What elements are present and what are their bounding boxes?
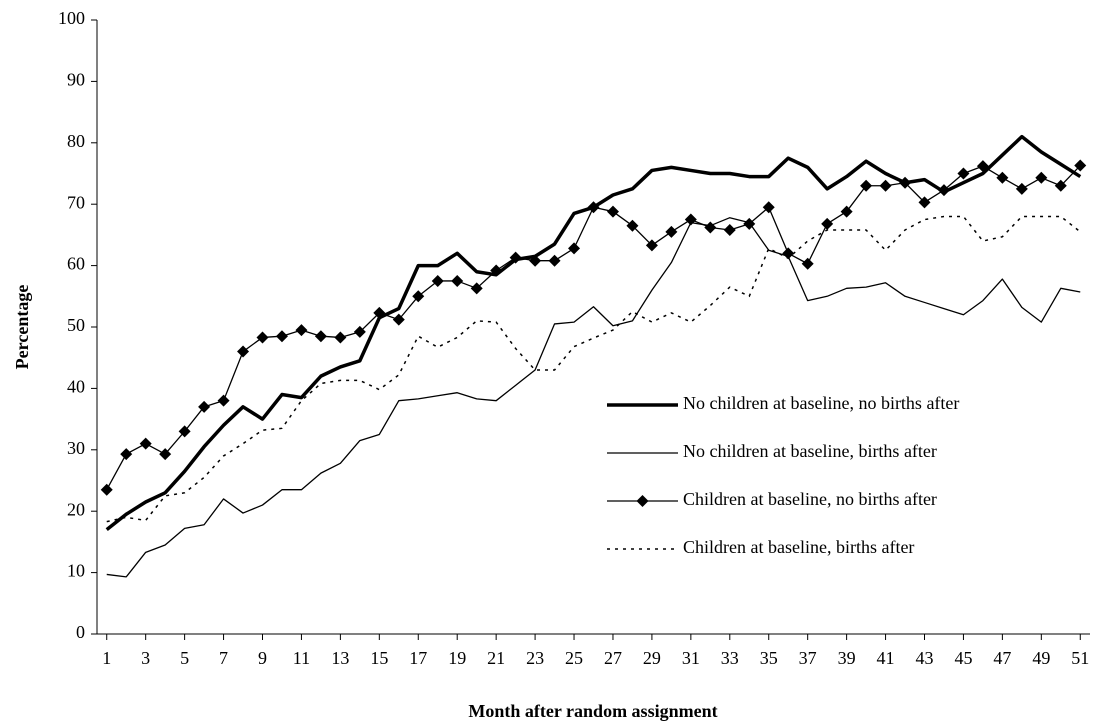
y-tick-label: 0	[76, 622, 85, 642]
point-marker	[100, 483, 113, 496]
x-tick-label: 49	[1032, 648, 1050, 668]
x-tick-label: 11	[293, 648, 310, 668]
y-tick-label: 100	[58, 8, 85, 28]
y-tick-label: 40	[67, 377, 85, 397]
x-tick-label: 37	[799, 648, 817, 668]
y-axis-title: Percentage	[12, 285, 32, 370]
point-marker	[645, 239, 658, 252]
point-marker	[451, 274, 464, 287]
point-marker	[548, 254, 561, 267]
point-marker	[1035, 171, 1048, 184]
y-tick-label: 60	[67, 254, 85, 274]
point-marker	[431, 274, 444, 287]
y-tick-label: 20	[67, 499, 85, 519]
x-tick-label: 27	[604, 648, 622, 668]
point-marker	[373, 306, 386, 319]
point-marker	[139, 437, 152, 450]
x-tick-label: 3	[141, 648, 150, 668]
point-marker	[587, 201, 600, 214]
point-marker	[606, 205, 619, 218]
point-marker	[704, 221, 717, 234]
y-tick-label: 90	[67, 70, 85, 90]
point-marker	[782, 247, 795, 260]
series-line	[106, 217, 1081, 578]
point-marker	[490, 264, 503, 277]
point-marker	[529, 254, 542, 267]
point-marker	[295, 324, 308, 337]
point-marker	[665, 225, 678, 238]
point-marker	[743, 217, 756, 230]
x-tick-label: 33	[721, 648, 739, 668]
point-marker	[217, 394, 230, 407]
point-marker	[840, 205, 853, 218]
x-tick-label: 23	[526, 648, 544, 668]
x-tick-label: 9	[258, 648, 267, 668]
x-tick-label: 25	[565, 648, 583, 668]
point-marker	[178, 425, 191, 438]
legend-label: No children at baseline, births after	[683, 441, 937, 461]
x-tick-label: 29	[643, 648, 661, 668]
x-tick-label: 1	[102, 648, 111, 668]
point-marker	[120, 448, 133, 461]
point-marker	[860, 179, 873, 192]
point-marker	[334, 331, 347, 344]
x-tick-label: 45	[954, 648, 972, 668]
x-tick-label: 39	[838, 648, 856, 668]
point-marker	[821, 217, 834, 230]
point-marker	[762, 201, 775, 214]
point-marker	[412, 290, 425, 303]
point-marker	[879, 179, 892, 192]
point-marker	[723, 223, 736, 236]
series-line	[106, 215, 1081, 523]
x-axis-title: Month after random assignment	[468, 701, 717, 721]
point-marker	[159, 448, 172, 461]
point-marker	[957, 167, 970, 180]
point-marker	[237, 345, 250, 358]
legend-label: Children at baseline, no births after	[683, 489, 937, 509]
point-marker	[626, 219, 639, 232]
x-tick-label: 51	[1071, 648, 1089, 668]
point-marker	[314, 330, 327, 343]
x-tick-label: 15	[370, 648, 388, 668]
legend-label: Children at baseline, births after	[683, 537, 914, 557]
point-marker	[976, 160, 989, 173]
point-marker	[470, 282, 483, 295]
point-marker	[1074, 159, 1087, 172]
point-marker	[275, 330, 288, 343]
y-tick-label: 50	[67, 315, 85, 335]
point-marker	[1054, 179, 1067, 192]
x-tick-label: 21	[487, 648, 505, 668]
y-tick-label: 80	[67, 131, 85, 151]
x-tick-label: 43	[916, 648, 934, 668]
point-marker	[256, 331, 269, 344]
x-tick-label: 7	[219, 648, 228, 668]
x-tick-label: 5	[180, 648, 189, 668]
x-tick-label: 17	[409, 648, 427, 668]
y-tick-label: 30	[67, 438, 85, 458]
point-marker	[937, 184, 950, 197]
x-tick-label: 41	[877, 648, 895, 668]
point-marker	[996, 171, 1009, 184]
point-marker	[899, 176, 912, 189]
x-tick-label: 13	[331, 648, 349, 668]
point-marker	[1015, 182, 1028, 195]
y-tick-label: 70	[67, 192, 85, 212]
legend-marker	[636, 495, 649, 507]
point-marker	[353, 325, 366, 338]
legend-label: No children at baseline, no births after	[683, 393, 959, 413]
x-tick-label: 35	[760, 648, 778, 668]
point-marker	[392, 313, 405, 326]
point-marker	[918, 196, 931, 209]
y-tick-label: 10	[67, 561, 85, 581]
point-marker	[568, 242, 581, 255]
point-marker	[509, 251, 522, 264]
x-tick-label: 31	[682, 648, 700, 668]
x-tick-label: 47	[993, 648, 1011, 668]
point-marker	[801, 257, 814, 270]
x-tick-label: 19	[448, 648, 466, 668]
point-marker	[684, 213, 697, 226]
point-marker	[198, 400, 211, 413]
